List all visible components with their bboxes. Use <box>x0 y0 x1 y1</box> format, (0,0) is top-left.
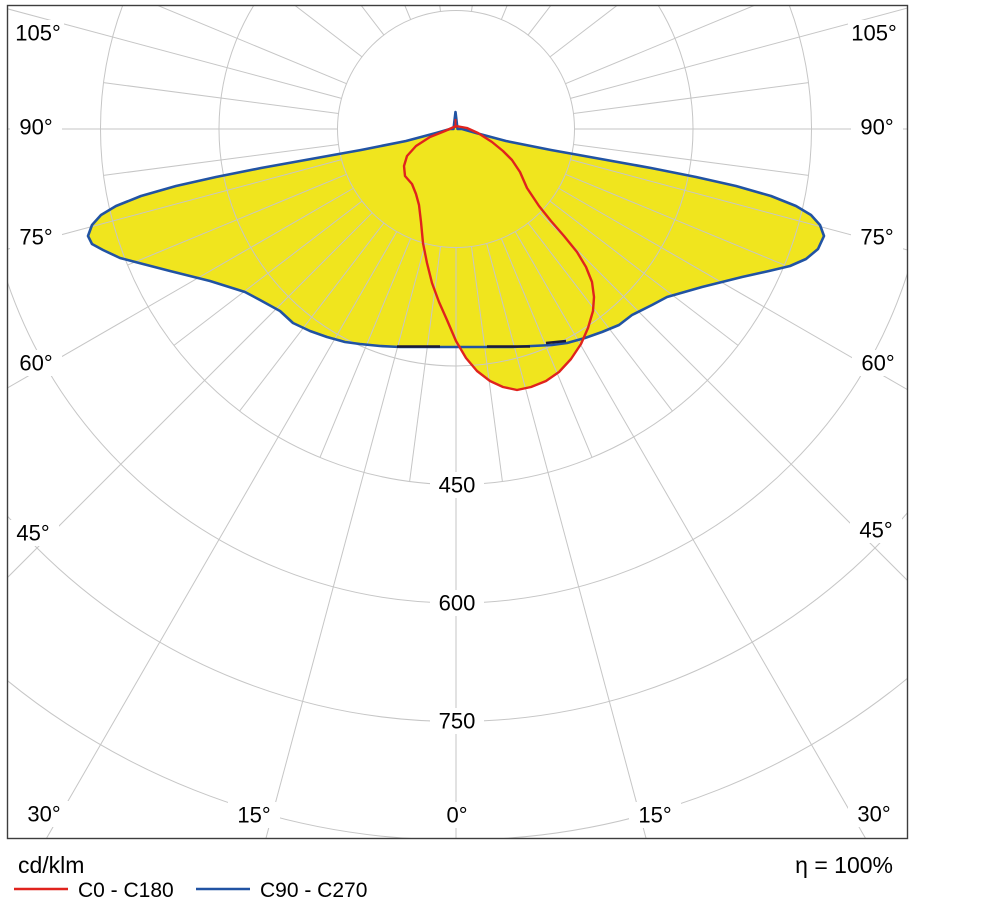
grid-ray-minor-127.5-right <box>549 5 619 58</box>
angle-label: 90° <box>860 115 893 140</box>
grid-ray-minor-37.5-left <box>239 222 385 412</box>
angle-label-box <box>851 224 903 250</box>
grid-ray-major-75-left <box>7 159 342 250</box>
angle-label-box <box>7 520 59 546</box>
angle-label-box <box>852 350 904 376</box>
angle-label-box <box>18 801 70 827</box>
grid-ray-major-75-right <box>570 159 908 251</box>
ring-label-box <box>430 472 484 498</box>
grid-ray-minor-7.5-right <box>470 246 503 482</box>
ring-label: 600 <box>439 591 476 616</box>
grid-ray-major-60-left <box>7 187 354 389</box>
grid-ray-minor-67.5-right <box>565 173 785 266</box>
angle-label: 90° <box>19 115 52 140</box>
grid-ray-major-15-left <box>265 243 426 839</box>
grid-ray-major-45-left <box>7 212 373 579</box>
angle-label: 105° <box>851 21 897 46</box>
angle-label-box <box>431 802 483 828</box>
ring-label: 450 <box>439 473 476 498</box>
angle-label: 105° <box>15 21 61 46</box>
angle-label-box <box>12 20 64 46</box>
grid-ray-minor-52.5-left <box>173 200 363 346</box>
angle-label: 75° <box>860 225 893 250</box>
angle-label-box <box>851 114 903 140</box>
angle-label: 15° <box>237 803 270 828</box>
grid-ray-major-45-right <box>539 212 908 582</box>
ring-label-box <box>430 708 484 734</box>
angle-label-box <box>10 224 62 250</box>
grid-ray-major-30-left <box>45 231 398 839</box>
legend-label-c0-c180: C0 - C180 <box>78 879 174 902</box>
angle-label: 45° <box>859 518 892 543</box>
ring-label: 750 <box>439 709 476 734</box>
grid-ray-major-15-right <box>486 243 647 839</box>
angle-label-box <box>848 801 900 827</box>
ring-label-box <box>430 590 484 616</box>
grid-ray-minor-52.5-right <box>549 200 739 346</box>
angle-label-box <box>848 20 900 46</box>
grid-ray-minor-112.5-left <box>155 5 347 85</box>
angle-label: 0° <box>446 803 467 828</box>
grid-ray-minor-67.5-left <box>127 173 347 266</box>
angle-label-box <box>10 114 62 140</box>
angle-label: 30° <box>27 802 60 827</box>
grid-ray-major-60-right <box>558 187 908 391</box>
beam-fill-c0-c180 <box>404 126 594 390</box>
grid-ray-minor-112.5-right <box>565 5 757 85</box>
angle-label: 45° <box>16 521 49 546</box>
curve-c90-c270 <box>86 110 826 349</box>
curve-c0-c180 <box>402 124 596 392</box>
grid-ray-minor-22.5-right <box>500 238 593 458</box>
grid-ray-major-30-right <box>514 231 867 839</box>
grid-ray-minor-82.5-right <box>573 143 809 176</box>
angle-label-box <box>850 517 902 543</box>
angle-label: 60° <box>861 351 894 376</box>
legend-label-c90-c270: C90 - C270 <box>260 879 367 902</box>
grid-ray-minor-82.5-left <box>103 143 339 176</box>
dark-dash-2 <box>545 339 567 345</box>
angle-label-box <box>228 802 280 828</box>
grid-ray-minor-7.5-left <box>409 246 442 482</box>
angle-label: 30° <box>857 802 890 827</box>
grid-ray-minor-157.5-left <box>404 5 412 20</box>
unit-label: cd/klm <box>18 852 84 878</box>
angle-label: 60° <box>19 351 52 376</box>
angle-label: 15° <box>638 803 671 828</box>
plot-border <box>6 4 909 840</box>
efficiency-label: η = 100% <box>795 852 893 878</box>
grid-ray-minor-157.5-right <box>500 5 508 20</box>
grid-ray-minor-37.5-right <box>527 222 673 412</box>
angle-label-box <box>10 350 62 376</box>
grid-ray-minor-97.5-left <box>103 82 339 115</box>
grid-ray-minor-22.5-left <box>319 238 412 458</box>
angle-label: 75° <box>19 225 52 250</box>
grid-ray-minor-97.5-right <box>573 82 809 115</box>
grid-ray-major-105-left <box>7 8 342 99</box>
angle-label-box <box>629 802 681 828</box>
grid-ring-900 <box>7 676 908 839</box>
grid-ray-major-105-right <box>570 7 908 99</box>
grid-ray-minor-127.5-left <box>293 5 363 58</box>
